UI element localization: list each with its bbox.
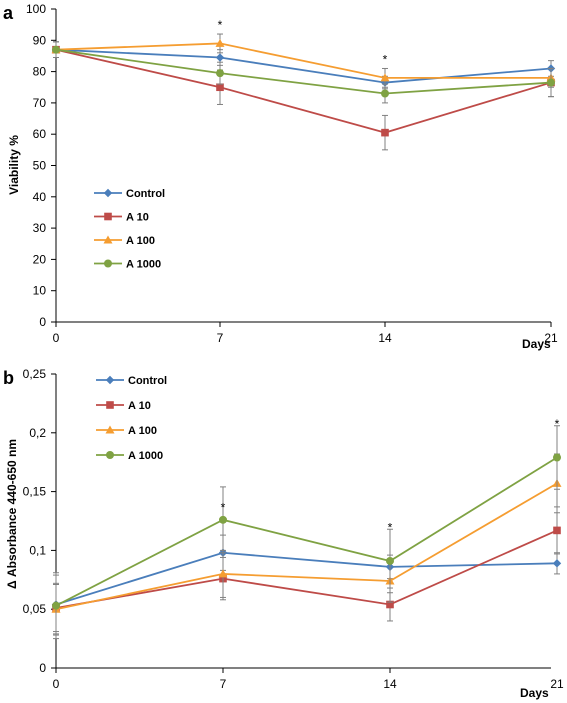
significance-star: * [555,417,560,431]
legend-marker [103,235,113,244]
legend-marker [106,451,114,459]
panel-label: b [3,368,14,388]
series-a-1000 [52,41,555,104]
y-tick-label: 0,2 [29,426,46,440]
y-tick-label: 0 [39,661,46,675]
data-point [219,515,227,524]
legend-marker [105,375,115,385]
y-tick-label: 70 [33,96,47,110]
panel-label: a [3,3,14,23]
legend: Control A 10 A 100 A 1000 [94,188,165,271]
data-point [547,78,555,87]
y-tick-label: 0 [39,315,46,329]
legend-label: Control [128,375,167,387]
legend-label: A 10 [128,400,151,412]
x-tick-label: 14 [378,331,392,345]
y-tick-label: 60 [33,127,47,141]
series-line-control [55,551,558,606]
legend-marker [104,259,112,268]
data-point [215,53,225,62]
series-a-10 [52,41,555,151]
data-point [381,128,389,137]
data-point [553,453,561,462]
data-point [215,38,225,47]
x-axis-title: Days [522,337,551,351]
y-tick-label: 0,05 [23,602,47,616]
x-tick-label: 0 [53,331,60,345]
y-tick-label: 0,1 [29,543,46,557]
legend-marker [106,401,114,409]
data-point [386,600,394,609]
series-line-a-100 [55,42,551,79]
x-tick-label: 7 [217,331,224,345]
legend-label: A 100 [128,425,157,437]
data-point [386,556,394,565]
x-tick-label: 21 [550,677,564,691]
x-axis-title: Days [520,686,549,700]
significance-star: * [218,18,223,32]
series-a-1000 [52,425,561,640]
y-tick-label: 80 [33,65,47,79]
data-point [218,569,228,578]
chart-panel-a: a 0 10 20 30 40 50 60 70 80 90 100 0 7 14 21 Viability %… [3,2,558,351]
x-tick-label: 7 [220,677,227,691]
legend-marker [105,425,115,434]
y-tick-label: 50 [33,159,47,173]
significance-star: * [221,501,226,515]
series-a-100 [51,453,562,636]
data-point [381,89,389,98]
data-point [216,69,224,78]
data-point [216,83,224,92]
x-tick-label: 21 [544,331,558,345]
series-line-a-1000 [55,48,552,95]
data-point [52,45,60,54]
legend-marker [104,212,112,221]
y-axis-title: Viability % [7,135,21,195]
chart-panel-b: b 0 0,05 0,1 0,15 0,2 0,25 0 7 14 21 Δ Absorbance 4… [3,367,564,700]
data-point [553,526,561,535]
y-tick-label: 0,15 [23,485,47,499]
legend-label: A 1000 [128,450,163,462]
y-tick-label: 20 [33,252,47,266]
series-line-a-10 [55,48,552,134]
y-tick-label: 10 [33,284,47,298]
series-control [51,534,562,635]
series-line-a-100 [55,482,558,611]
legend-label: A 10 [126,212,149,224]
x-tick-label: 14 [383,677,397,691]
legend: Control A 10 A 100 A 1000 [96,375,167,462]
significance-star: * [388,521,393,535]
series-line-a-10 [55,529,558,609]
series-line-a-1000 [55,456,558,607]
legend-label: Control [126,188,165,200]
significance-star: * [383,53,388,67]
legend-label: A 100 [126,235,155,247]
data-point [380,73,390,82]
y-tick-label: 40 [33,190,47,204]
y-tick-label: 100 [26,2,46,16]
legend-marker [103,188,113,198]
data-point [552,559,562,568]
x-tick-label: 0 [53,677,60,691]
series-line-control [55,48,552,84]
y-axis-title: Δ Absorbance 440-650 nm [5,439,19,589]
y-tick-label: 90 [33,33,47,47]
legend-label: A 1000 [126,259,161,271]
data-point [52,601,60,610]
y-tick-label: 30 [33,221,47,235]
y-tick-label: 0,25 [23,367,47,381]
